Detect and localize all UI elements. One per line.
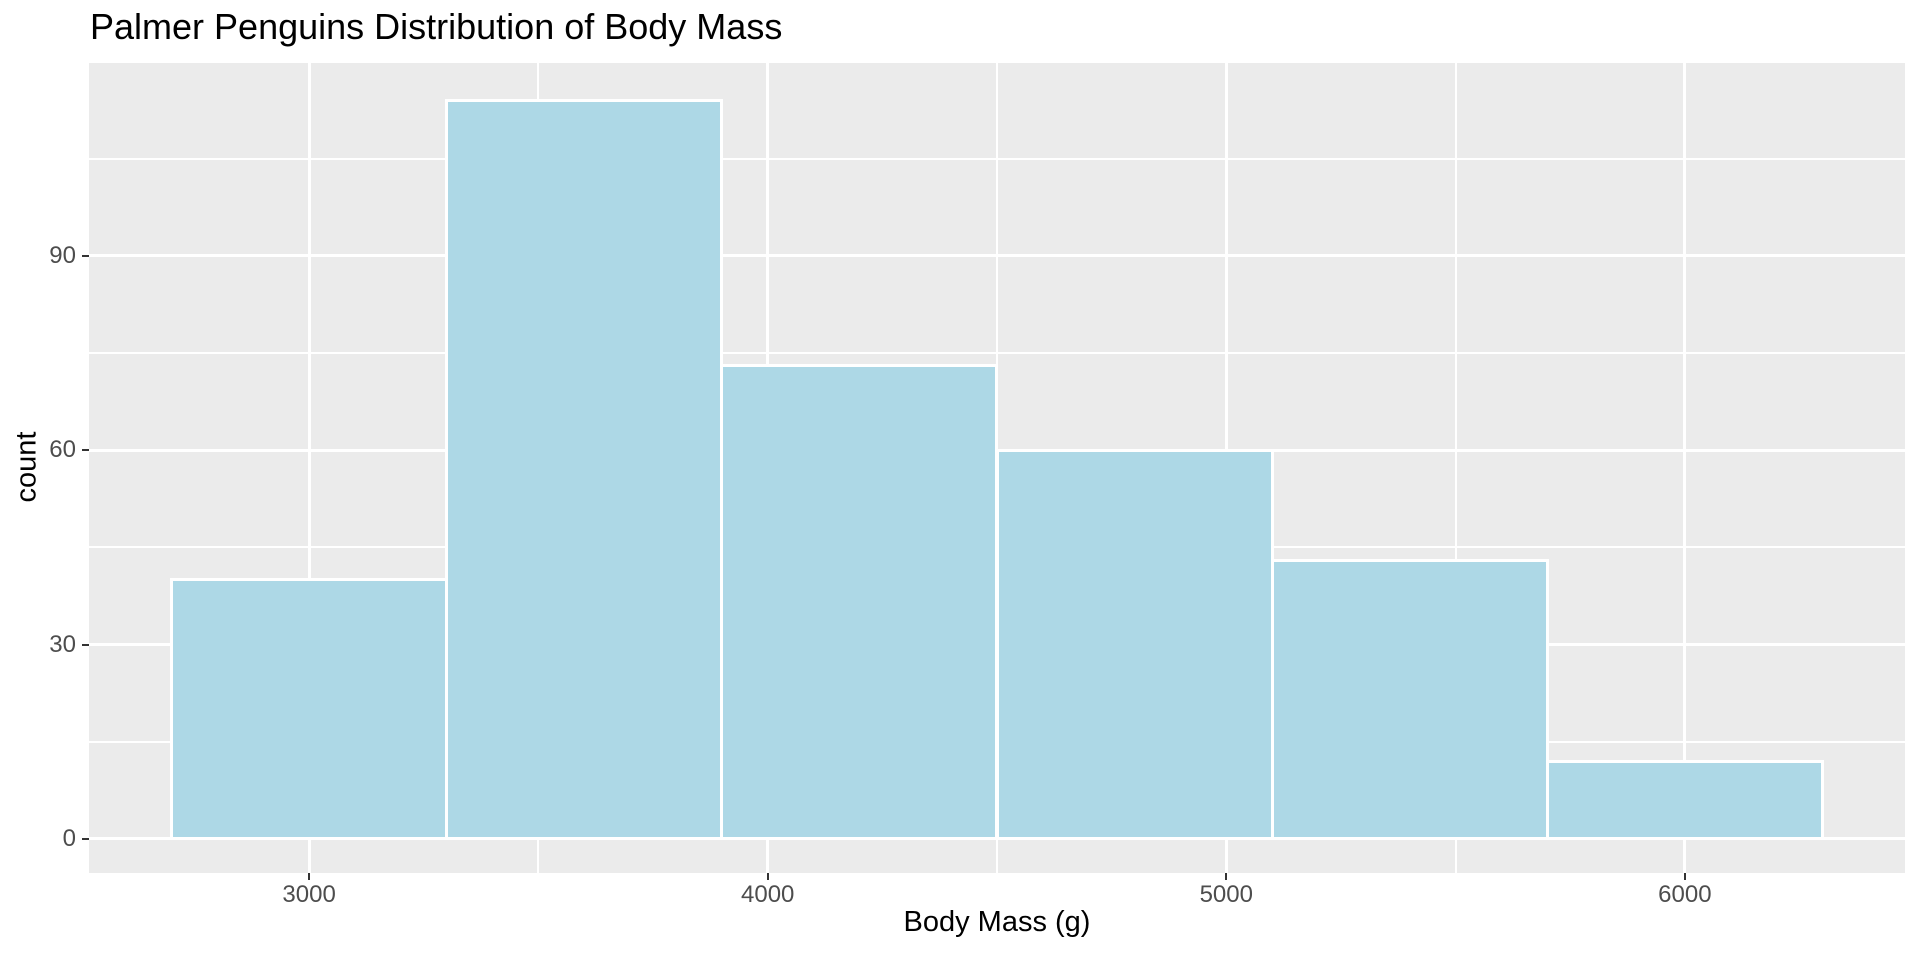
x-tick-mark [766, 873, 769, 880]
x-major-gridline [1683, 63, 1687, 873]
x-axis-title: Body Mass (g) [903, 906, 1091, 938]
x-tick-label: 4000 [741, 881, 795, 908]
histogram-bar [1270, 558, 1549, 841]
x-tick-label: 5000 [1199, 881, 1253, 908]
y-tick-label: 60 [49, 436, 76, 464]
plot-panel [89, 63, 1905, 873]
x-tick-label: 3000 [282, 881, 336, 908]
histogram-bar [995, 448, 1274, 841]
histogram-bar [1545, 759, 1824, 841]
y-tick-mark [82, 837, 89, 840]
x-tick-mark [1225, 873, 1228, 880]
y-minor-gridline [89, 351, 1905, 354]
y-tick-mark [82, 643, 89, 646]
y-tick-label: 90 [49, 241, 76, 269]
y-tick-mark [82, 254, 89, 257]
y-minor-gridline [89, 157, 1905, 160]
y-tick-label: 0 [62, 824, 76, 852]
x-major-gridline [307, 63, 311, 873]
x-tick-label: 6000 [1658, 881, 1712, 908]
histogram-bar [170, 578, 449, 841]
y-tick-mark [82, 449, 89, 452]
y-axis-title: count [10, 431, 43, 503]
x-tick-mark [308, 873, 311, 880]
histogram-bar [445, 98, 724, 841]
y-major-gridline [89, 254, 1905, 258]
y-tick-label: 30 [49, 630, 76, 658]
histogram-bar [720, 364, 999, 841]
x-minor-gridline [1454, 63, 1457, 873]
chart-title: Palmer Penguins Distribution of Body Mas… [90, 6, 783, 47]
x-tick-mark [1683, 873, 1686, 880]
